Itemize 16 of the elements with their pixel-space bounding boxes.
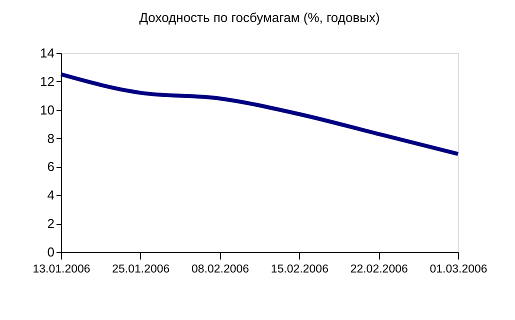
y-tick-label: 10 bbox=[40, 102, 54, 118]
y-tick-label: 0 bbox=[47, 244, 54, 260]
y-tick-label: 14 bbox=[40, 46, 54, 60]
x-tick-label: 25.01.2006 bbox=[112, 264, 170, 276]
y-tick-label: 12 bbox=[40, 74, 54, 89]
y-tick-label: 8 bbox=[47, 130, 54, 146]
x-tick-label: 13.01.2006 bbox=[32, 264, 90, 276]
y-tick-label: 6 bbox=[47, 159, 54, 174]
x-tick-label: 22.02.2006 bbox=[350, 264, 408, 276]
x-tick-label: 08.02.2006 bbox=[192, 264, 250, 276]
x-tick-label: 01.03.2006 bbox=[430, 264, 488, 276]
chart-title: Доходность по госбумагам (%, годовых) bbox=[139, 10, 380, 25]
y-tick-label: 2 bbox=[47, 216, 54, 232]
x-tick-label: 15.02.2006 bbox=[270, 264, 328, 276]
y-tick-label: 4 bbox=[47, 188, 54, 203]
line-series bbox=[59, 72, 460, 156]
